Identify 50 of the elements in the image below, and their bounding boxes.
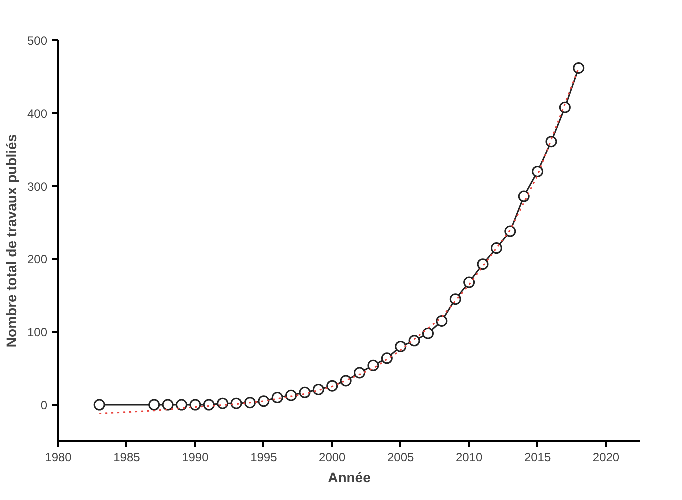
point [368, 360, 380, 372]
x-tick-label: 1985 [114, 450, 141, 464]
point [408, 335, 420, 347]
y-tick-label: 300 [27, 180, 48, 194]
point [326, 380, 338, 392]
point [299, 386, 311, 398]
y-tick-label: 500 [27, 34, 48, 48]
x-tick-label: 2020 [592, 450, 620, 464]
point [395, 340, 407, 352]
point [436, 315, 448, 327]
x-tick-label: 2015 [524, 450, 552, 464]
point [94, 399, 106, 411]
point [190, 399, 202, 411]
point [203, 399, 215, 411]
point [573, 62, 585, 74]
point [354, 367, 366, 379]
x-tick-label: 1995 [250, 450, 278, 464]
point [464, 276, 476, 288]
point [422, 328, 434, 340]
point [162, 399, 174, 411]
point [176, 399, 188, 411]
point [546, 136, 558, 148]
x-tick-label: 2010 [456, 450, 483, 464]
point [450, 294, 462, 306]
point [490, 242, 502, 254]
point [258, 396, 270, 408]
point [286, 390, 298, 402]
point [230, 398, 242, 410]
y-axis-title: Nombre total de travaux publiés [3, 134, 20, 348]
y-tick-label: 0 [40, 398, 48, 413]
x-tick-label: 1990 [182, 450, 210, 464]
point [148, 399, 160, 411]
x-tick-label: 2000 [319, 450, 346, 464]
x-axis-title: Année [328, 470, 372, 486]
y-tick-label: 200 [27, 252, 48, 267]
point [340, 375, 352, 387]
point [532, 166, 544, 178]
point [477, 258, 489, 270]
point [504, 226, 516, 238]
y-tick-label: 400 [27, 106, 48, 121]
point [518, 190, 530, 202]
point [559, 102, 571, 114]
point [312, 384, 324, 396]
point [381, 352, 393, 364]
point [217, 398, 229, 410]
point [272, 392, 284, 404]
x-tick-label: 2005 [388, 450, 415, 464]
x-tick-label: 1980 [45, 450, 72, 464]
y-tick-label: 100 [27, 326, 48, 340]
point [244, 397, 256, 409]
